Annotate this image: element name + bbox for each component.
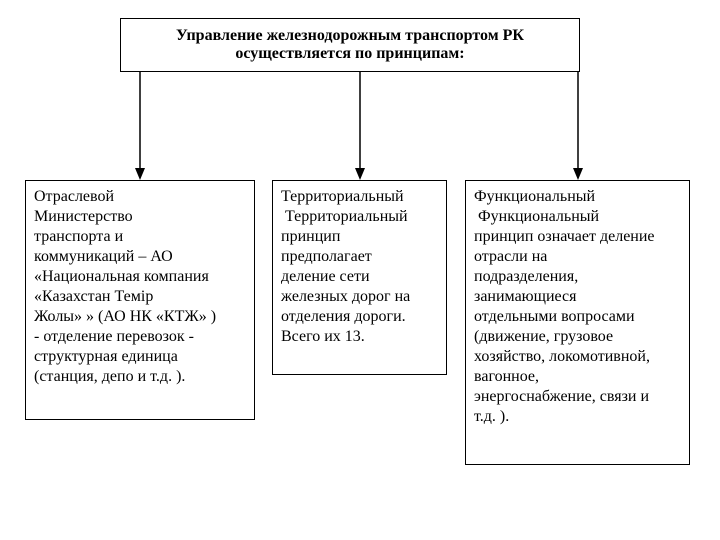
column-sectoral-text: Отраслевой Министерство транспорта и ком… [34,187,246,387]
header-box: Управление железнодорожным транспортом Р… [120,18,580,72]
column-functional-text: Функциональный Функциональный принцип оз… [474,187,681,427]
column-territorial: Территориальный Территориальный принцип … [272,180,447,375]
column-functional: Функциональный Функциональный принцип оз… [465,180,690,465]
column-sectoral: Отраслевой Министерство транспорта и ком… [25,180,255,420]
column-territorial-text: Территориальный Территориальный принцип … [281,187,438,347]
header-line1: Управление железнодорожным транспортом Р… [176,27,524,45]
header-line2: осуществляется по принципам: [235,45,464,63]
